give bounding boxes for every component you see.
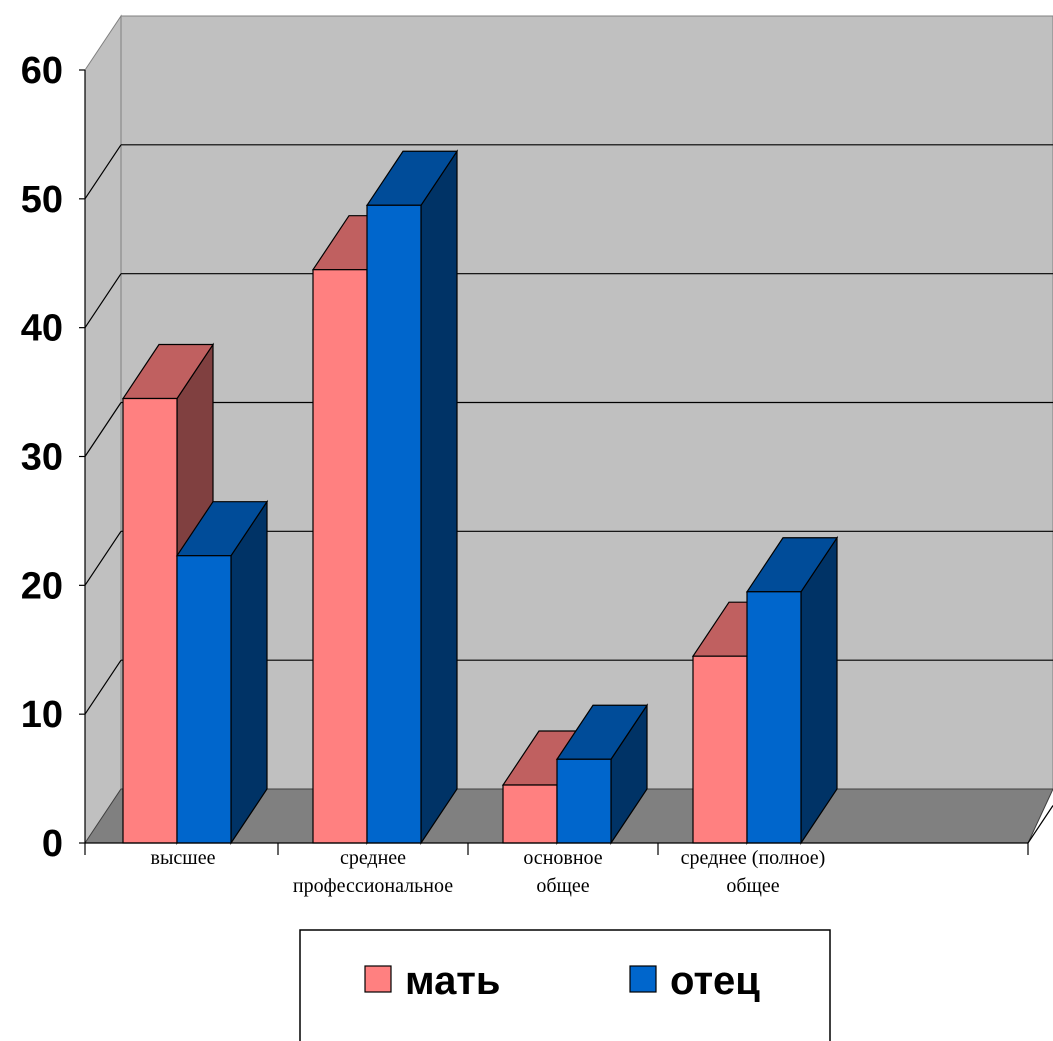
bar [556,758,612,844]
x-tick-label: среднее [340,847,406,869]
x-tick-label: общее [536,875,589,897]
bar [312,269,368,844]
bar-side [230,499,268,845]
y-tick-label: 50 [21,179,63,221]
y-tick-label: 10 [21,694,63,736]
legend-label: отец [670,959,760,1003]
bar [746,591,802,844]
gridline-side [84,273,122,328]
gridlines [84,144,1053,715]
x-tick-label: профессиональное [293,875,453,897]
bar-side [420,149,458,845]
bars [121,149,839,845]
y-tick-label: 0 [42,823,63,865]
y-axis-ticks: 0 10 20 30 40 50 60 [21,50,85,865]
bar [122,397,178,844]
floor-edge [1027,805,1053,844]
gridline-side [84,531,122,586]
legend-swatch [629,965,657,993]
y-tick-label: 60 [21,50,63,92]
bar [366,204,422,844]
y-tick-label: 40 [21,308,63,350]
y-tick-label: 30 [21,437,63,479]
x-tick-label: основное [523,847,602,869]
legend-label: мать [405,959,501,1003]
x-tick-label: среднее (полное) [681,847,826,869]
bar [176,555,232,844]
bar [502,784,558,844]
x-tick-label: высшее [151,847,216,869]
legend: мать отец [299,929,831,1041]
bar [692,655,748,844]
gridline-side [84,144,122,200]
x-tick-label: общее [726,875,779,897]
x-axis-ticks: высшее среднее профессиональное основное общ… [84,843,1029,897]
gridline-side [84,659,122,715]
legend-swatch [364,965,392,993]
y-tick-label: 20 [21,565,63,607]
gridline-side [84,402,122,457]
